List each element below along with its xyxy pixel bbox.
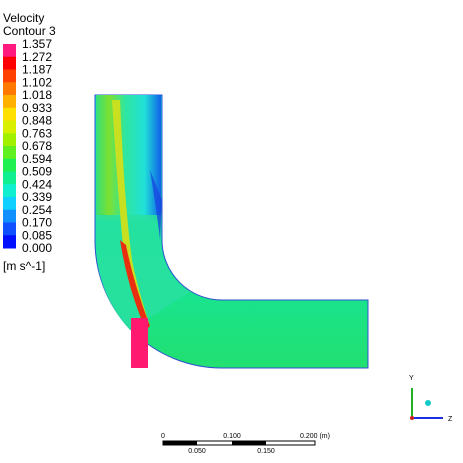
legend-level: 1.102 bbox=[22, 75, 52, 89]
scale-label: 0.050 bbox=[188, 448, 206, 455]
legend-swatch bbox=[3, 171, 16, 185]
legend-level: 1.018 bbox=[22, 88, 52, 102]
scale-label: 0 bbox=[161, 433, 165, 440]
legend-swatch bbox=[3, 69, 16, 83]
legend-level: 0.848 bbox=[22, 114, 52, 128]
legend-level: 0.763 bbox=[22, 126, 52, 140]
legend-swatch bbox=[3, 158, 16, 172]
contour-field bbox=[94, 94, 369, 369]
legend-level: 0.254 bbox=[22, 203, 52, 217]
axis-label: Z bbox=[448, 416, 453, 423]
legend-level: 1.357 bbox=[22, 37, 52, 51]
legend-swatch bbox=[3, 95, 16, 109]
legend-level: 0.339 bbox=[22, 190, 52, 204]
legend-swatch bbox=[3, 120, 16, 134]
legend-level: 0.594 bbox=[22, 152, 52, 166]
legend-swatch bbox=[3, 133, 16, 147]
legend-swatch bbox=[3, 56, 16, 70]
legend-level: 1.272 bbox=[22, 50, 52, 64]
legend-title: Velocity bbox=[3, 11, 44, 25]
legend-swatch bbox=[3, 107, 16, 121]
legend-level: 0.424 bbox=[22, 177, 52, 191]
legend-swatch bbox=[3, 197, 16, 211]
scale-label: 0.100 bbox=[223, 433, 241, 440]
legend-swatch bbox=[3, 146, 16, 160]
axis-label: Y bbox=[409, 375, 414, 382]
legend-unit: [m s^-1] bbox=[3, 259, 45, 273]
legend-swatch bbox=[3, 222, 16, 236]
scale-bar bbox=[162, 440, 316, 446]
legend-level: 1.187 bbox=[22, 63, 52, 77]
legend-level: 0.170 bbox=[22, 216, 52, 230]
legend-swatch bbox=[3, 235, 16, 249]
axis-triad bbox=[410, 388, 443, 420]
legend: Velocity Contour 3 [m s^-1] bbox=[3, 11, 56, 273]
legend-swatch bbox=[3, 82, 16, 96]
legend-level: 0.509 bbox=[22, 165, 52, 179]
legend-level: 0.678 bbox=[22, 139, 52, 153]
legend-level: 0.000 bbox=[22, 241, 52, 255]
scale-label: 0.200 (m) bbox=[300, 433, 330, 440]
legend-level: 0.933 bbox=[22, 101, 52, 115]
scale-label: 0.150 bbox=[257, 448, 275, 455]
legend-swatch bbox=[3, 209, 16, 223]
legend-swatch bbox=[3, 44, 16, 58]
legend-subtitle: Contour 3 bbox=[3, 24, 56, 38]
legend-swatch bbox=[3, 184, 16, 198]
legend-level: 0.085 bbox=[22, 228, 52, 242]
